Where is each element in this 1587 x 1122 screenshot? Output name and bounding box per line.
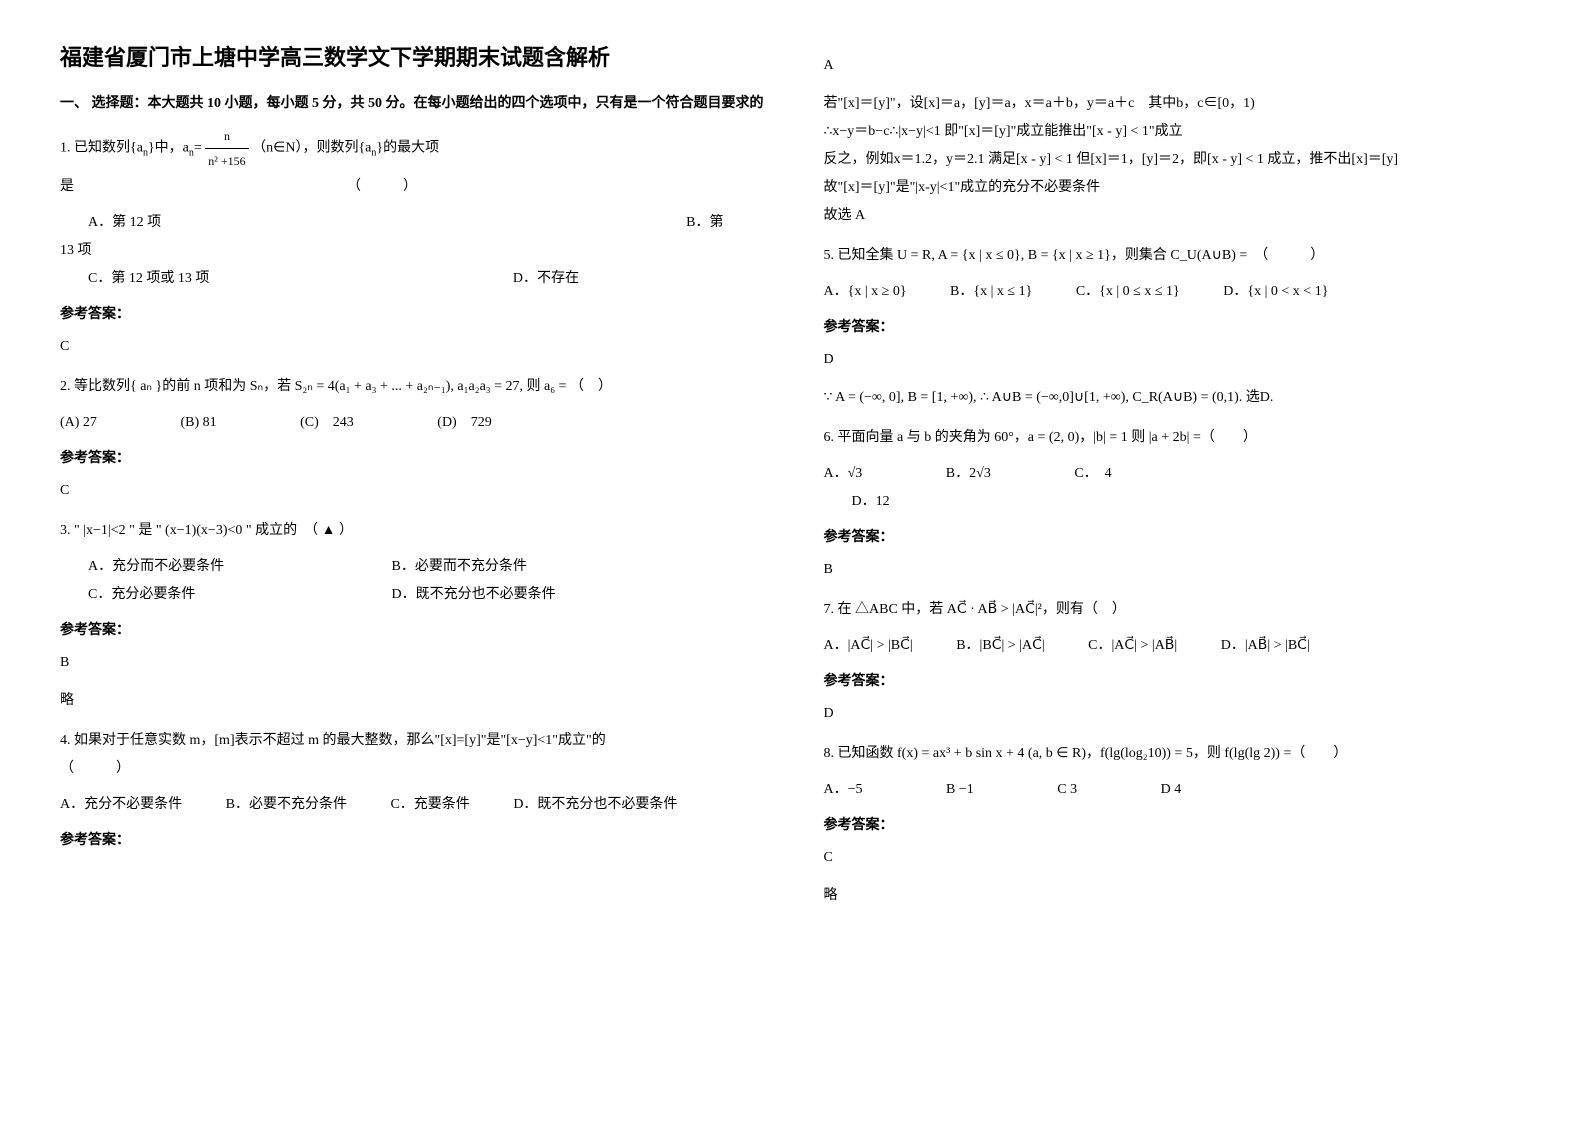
numerator: n [205,124,248,149]
q7-optA: A．|AC⃗| > |BC⃗| [824,632,913,660]
q1-stem-a: 1. 已知数列{a [60,141,143,156]
q5-stem: 5. 已知全集 U = R, A = {x | x ≤ 0}, B = {x |… [824,242,1528,270]
q6-optD: D．12 [852,488,890,516]
q5-opts: A．{x | x ≥ 0} B．{x | x ≤ 1} C．{x | 0 ≤ x… [824,278,1528,306]
q3-optA: A．充分而不必要条件 [88,553,348,581]
q1-ans: C [60,333,764,361]
q6-stem: 6. 平面向量 a 与 b 的夹角为 60°，a = (2, 0)，|b| = … [824,424,1528,452]
q4-exp1: 若"[x]＝[y]"，设[x]＝a，[y]＝a，x＝a＋b，y＝a＋c 其中b，… [824,90,1528,118]
ans-label: 参考答案： [824,524,1528,552]
q5-optC: C．{x | 0 ≤ x ≤ 1} [1076,278,1180,306]
q1-line2: 是 （ ） [60,173,764,201]
q3-ans: B [60,649,764,677]
q7-stem: 7. 在 △ABC 中，若 AC⃗ · AB⃗ > |AC⃗|²，则有（ ） [824,596,1528,624]
ans-label: 参考答案： [60,445,764,473]
q8-optD: D 4 [1161,776,1182,804]
q2-stem: 2. 等比数列{ aₙ }的前 n 项和为 Sₙ，若 S₂ₙ = 4(a₁ + … [60,373,764,401]
section-header: 一、 选择题：本大题共 10 小题，每小题 5 分，共 50 分。在每小题给出的… [60,92,764,112]
q8-ans: C [824,844,1528,872]
q1-optA: A．第 12 项 [88,209,161,237]
q4-exp5: 故选 A [824,202,1528,230]
question-6: 6. 平面向量 a 与 b 的夹角为 60°，a = (2, 0)，|b| = … [824,424,1528,584]
q7-optD: D．|AB⃗| > |BC⃗| [1221,632,1310,660]
q1-opts: A．第 12 项 B．第 13 项 C．第 12 项或 13 项 D．不存在 [60,209,764,293]
q7-ans: D [824,700,1528,728]
ans-label: 参考答案： [824,668,1528,696]
q2-ans: C [60,477,764,505]
question-3: 3. " |x−1|<2 " 是 " (x−1)(x−3)<0 " 成立的 （ … [60,517,764,715]
q4-optB: B．必要不充分条件 [226,791,347,819]
q6-optC: C． 4 [1074,460,1111,488]
q4-optC: C．充要条件 [390,791,469,819]
q3-optD: D．既不充分也不必要条件 [392,581,556,609]
q1-optC: C．第 12 项或 13 项 [88,265,209,293]
q2-optA: (A) 27 [60,409,97,437]
question-8: 8. 已知函数 f(x) = ax³ + b sin x + 4 (a, b ∈… [824,740,1528,910]
ans-label: 参考答案： [824,812,1528,840]
q4-optD: D．既不充分也不必要条件 [513,791,677,819]
q3-opts: A．充分而不必要条件 B．必要而不充分条件 C．充分必要条件 D．既不充分也不必… [88,553,764,609]
q8-optB: B −1 [946,776,974,804]
q8-stem: 8. 已知函数 f(x) = ax³ + b sin x + 4 (a, b ∈… [824,740,1528,768]
q1-optB: B．第 [686,209,723,237]
q2-optD: (D) 729 [437,409,491,437]
q4-paren: （ ） [60,755,764,783]
denominator: n² +156 [205,149,248,173]
q1-stem-c: = [194,141,202,156]
q4-stem: 4. 如果对于任意实数 m，[m]表示不超过 m 的最大整数，那么"[x]=[y… [60,727,764,755]
q5-exp: ∵ A = (−∞, 0], B = [1, +∞), ∴ A∪B = (−∞,… [824,384,1528,412]
q3-optC: C．充分必要条件 [88,581,348,609]
q4-ans: A [824,52,1528,80]
q4-explanation: A 若"[x]＝[y]"，设[x]＝a，[y]＝a，x＝a＋b，y＝a＋c 其中… [824,52,1528,230]
q4-opts: A．充分不必要条件 B．必要不充分条件 C．充要条件 D．既不充分也不必要条件 [60,791,764,819]
q8-optC: C 3 [1057,776,1077,804]
q1-row1: A．第 12 项 B．第 [88,209,764,237]
q8-optA: A．−5 [824,776,863,804]
question-4: 4. 如果对于任意实数 m，[m]表示不超过 m 的最大整数，那么"[x]=[y… [60,727,764,855]
q6-ans: B [824,556,1528,584]
q3-note: 略 [60,687,764,715]
q3-optB: B．必要而不充分条件 [392,553,527,581]
q4-exp2: ∴x−y＝b−c∴|x−y|<1 即"[x]＝[y]"成立能推出"[x - y]… [824,118,1528,146]
q5-ans: D [824,346,1528,374]
q5-optB: B．{x | x ≤ 1} [950,278,1032,306]
question-1: 1. 已知数列{an}中，an= nn² +156 （n∈N），则数列{an}的… [60,124,764,361]
q5-optA: A．{x | x ≥ 0} [824,278,907,306]
fraction: nn² +156 [205,124,248,173]
q7-optC: C．|AC⃗| > |AB⃗| [1088,632,1177,660]
q6-optB: B．2√3 [946,460,991,488]
q1-optB2: 13 项 [60,237,764,265]
q6-opts: A．√3 B．2√3 C． 4 D．12 [824,460,1528,516]
left-column: 福建省厦门市上塘中学高三数学文下学期期末试题含解析 一、 选择题：本大题共 10… [60,40,764,922]
q1-optD: D．不存在 [513,265,579,293]
q7-optB: B．|BC⃗| > |AC⃗| [956,632,1044,660]
question-7: 7. 在 △ABC 中，若 AC⃗ · AB⃗ > |AC⃗|²，则有（ ） A… [824,596,1528,728]
question-2: 2. 等比数列{ aₙ }的前 n 项和为 Sₙ，若 S₂ₙ = 4(a₁ + … [60,373,764,505]
right-column: A 若"[x]＝[y]"，设[x]＝a，[y]＝a，x＝a＋b，y＝a＋c 其中… [824,40,1528,922]
q1-stem-e: }的最大项 [376,141,439,156]
question-5: 5. 已知全集 U = R, A = {x | x ≤ 0}, B = {x |… [824,242,1528,412]
exam-page: 福建省厦门市上塘中学高三数学文下学期期末试题含解析 一、 选择题：本大题共 10… [60,40,1527,922]
q2-optC: (C) 243 [300,409,354,437]
ans-label: 参考答案： [824,314,1528,342]
q8-opts: A．−5 B −1 C 3 D 4 [824,776,1528,804]
ans-label: 参考答案： [60,617,764,645]
q2-optB: (B) 81 [180,409,216,437]
q8-note: 略 [824,882,1528,910]
q1-row2: C．第 12 项或 13 项 D．不存在 [88,265,764,293]
q3-stem: 3. " |x−1|<2 " 是 " (x−1)(x−3)<0 " 成立的 （ … [60,517,764,545]
q4-exp4: 故"[x]＝[y]"是"|x-y|<1"成立的充分不必要条件 [824,174,1528,202]
q1-stem-d: （n∈N），则数列{a [252,141,371,156]
q4-optA: A．充分不必要条件 [60,791,182,819]
q1-stem-b: }中，a [148,141,189,156]
q7-opts: A．|AC⃗| > |BC⃗| B．|BC⃗| > |AC⃗| C．|AC⃗| … [824,632,1528,660]
exam-title: 福建省厦门市上塘中学高三数学文下学期期末试题含解析 [60,40,764,72]
ans-label: 参考答案： [60,301,764,329]
q6-optA: A．√3 [824,460,863,488]
q2-opts: (A) 27 (B) 81 (C) 243 (D) 729 [60,409,764,437]
ans-label: 参考答案： [60,827,764,855]
q5-optD: D．{x | 0 < x < 1} [1223,278,1328,306]
q4-exp3: 反之，例如x＝1.2，y＝2.1 满足[x - y] < 1 但[x]＝1，[y… [824,146,1528,174]
